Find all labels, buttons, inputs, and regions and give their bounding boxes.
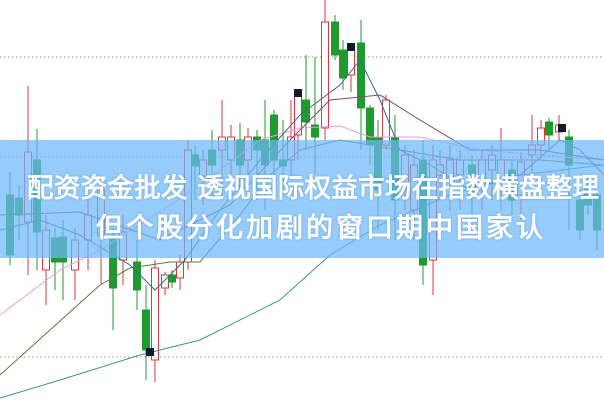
signal-marker bbox=[347, 43, 355, 51]
signal-marker bbox=[146, 348, 154, 356]
candle-up bbox=[321, 21, 329, 129]
headline-line-1: 配资资金批发 透视国际权益市场在指数横盘整理 bbox=[27, 173, 600, 204]
headline-banner bbox=[0, 140, 604, 258]
candle-up bbox=[382, 99, 390, 146]
headline-line-2: 但个股分化加剧的窗口期中国家认 bbox=[96, 213, 546, 244]
candle-down bbox=[168, 274, 176, 283]
signal-marker bbox=[558, 124, 566, 132]
candle-down bbox=[357, 42, 365, 109]
candle-down bbox=[331, 21, 339, 56]
candle-down bbox=[545, 121, 553, 136]
candle-down bbox=[311, 124, 319, 138]
candle-up bbox=[151, 267, 159, 361]
candle-down bbox=[142, 309, 150, 351]
candle-down bbox=[339, 49, 347, 79]
signal-marker bbox=[294, 89, 302, 97]
